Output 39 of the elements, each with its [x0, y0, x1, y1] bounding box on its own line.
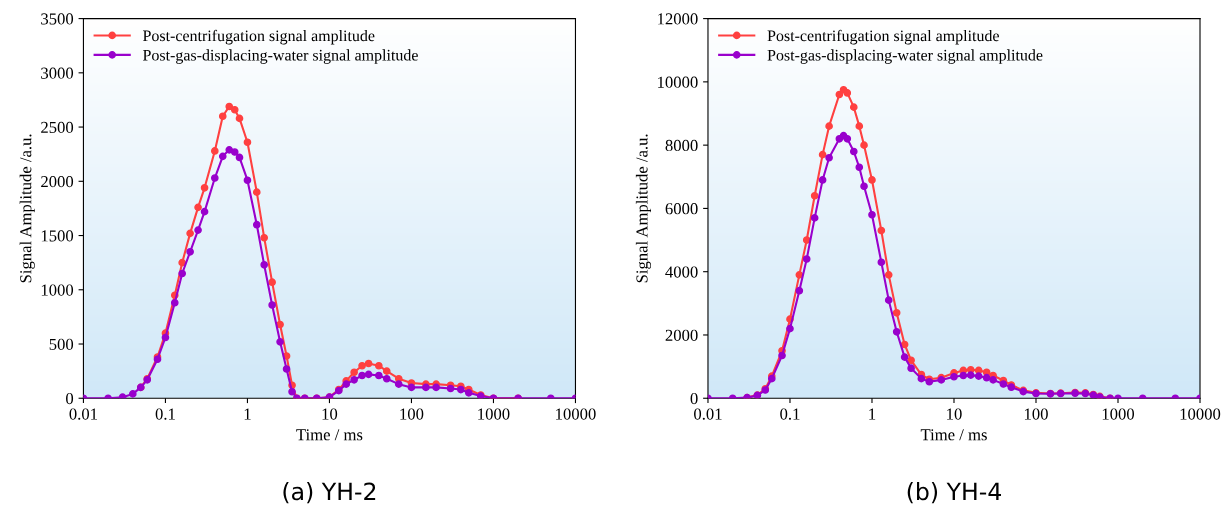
y-tick-label: 3000 — [41, 67, 74, 79]
y-tick-label: 0 — [690, 392, 698, 405]
x-tick-label: 0.1 — [155, 408, 175, 420]
y-axis-title: Signal Amplitude /a.u. — [19, 134, 35, 283]
x-tick-label: 100 — [1024, 408, 1048, 420]
x-axis-title: Time / ms — [296, 429, 363, 441]
x-tick-label: 0.01 — [69, 408, 98, 420]
legend-label: Post-gas-displacing-water signal amplitude — [142, 49, 418, 64]
x-tick-label: 1 — [244, 408, 251, 420]
y-tick-label: 3500 — [41, 13, 74, 25]
legend-label: Post-centrifugation signal amplitude — [142, 29, 375, 45]
x-tick-label: 100 — [400, 408, 424, 420]
y-tick-label: 4000 — [665, 266, 698, 278]
y-tick-label: 10000 — [658, 76, 698, 88]
x-tick-label: 0.01 — [694, 408, 722, 420]
text: (a) YH-2 — [283, 482, 376, 504]
x-tick-label: 10 — [322, 408, 338, 420]
y-axis-title: Signal Amplitude /a.u. — [635, 134, 652, 283]
x-tick-label: 10000 — [1180, 408, 1221, 420]
y-tick-label: 12000 — [658, 13, 698, 25]
y-tick-label: 0 — [66, 392, 74, 405]
y-tick-label: 2500 — [41, 121, 74, 134]
text: (b) YH-4 — [907, 482, 1001, 504]
x-tick-label: 1000 — [478, 408, 510, 420]
y-tick-label: 2000 — [41, 176, 74, 188]
legend-label: Post-gas-displacing-water signal amplitude — [767, 49, 1043, 64]
x-tick-label: 1 — [869, 408, 876, 420]
x-tick-label: 1000 — [1102, 408, 1135, 420]
y-tick-label: 1000 — [41, 284, 74, 296]
y-tick-label: 500 — [49, 338, 74, 350]
y-tick-label: 8000 — [665, 139, 698, 152]
x-tick-label: 10 — [947, 408, 962, 420]
x-axis-title: Time / ms — [920, 429, 987, 441]
y-tick-label: 6000 — [665, 203, 698, 215]
y-tick-label: 1500 — [41, 230, 74, 242]
y-tick-label: 2000 — [665, 329, 698, 341]
legend-label: Post-centrifugation signal amplitude — [767, 29, 999, 45]
x-tick-label: 0.1 — [780, 408, 800, 420]
x-tick-label: 10000 — [556, 408, 596, 420]
